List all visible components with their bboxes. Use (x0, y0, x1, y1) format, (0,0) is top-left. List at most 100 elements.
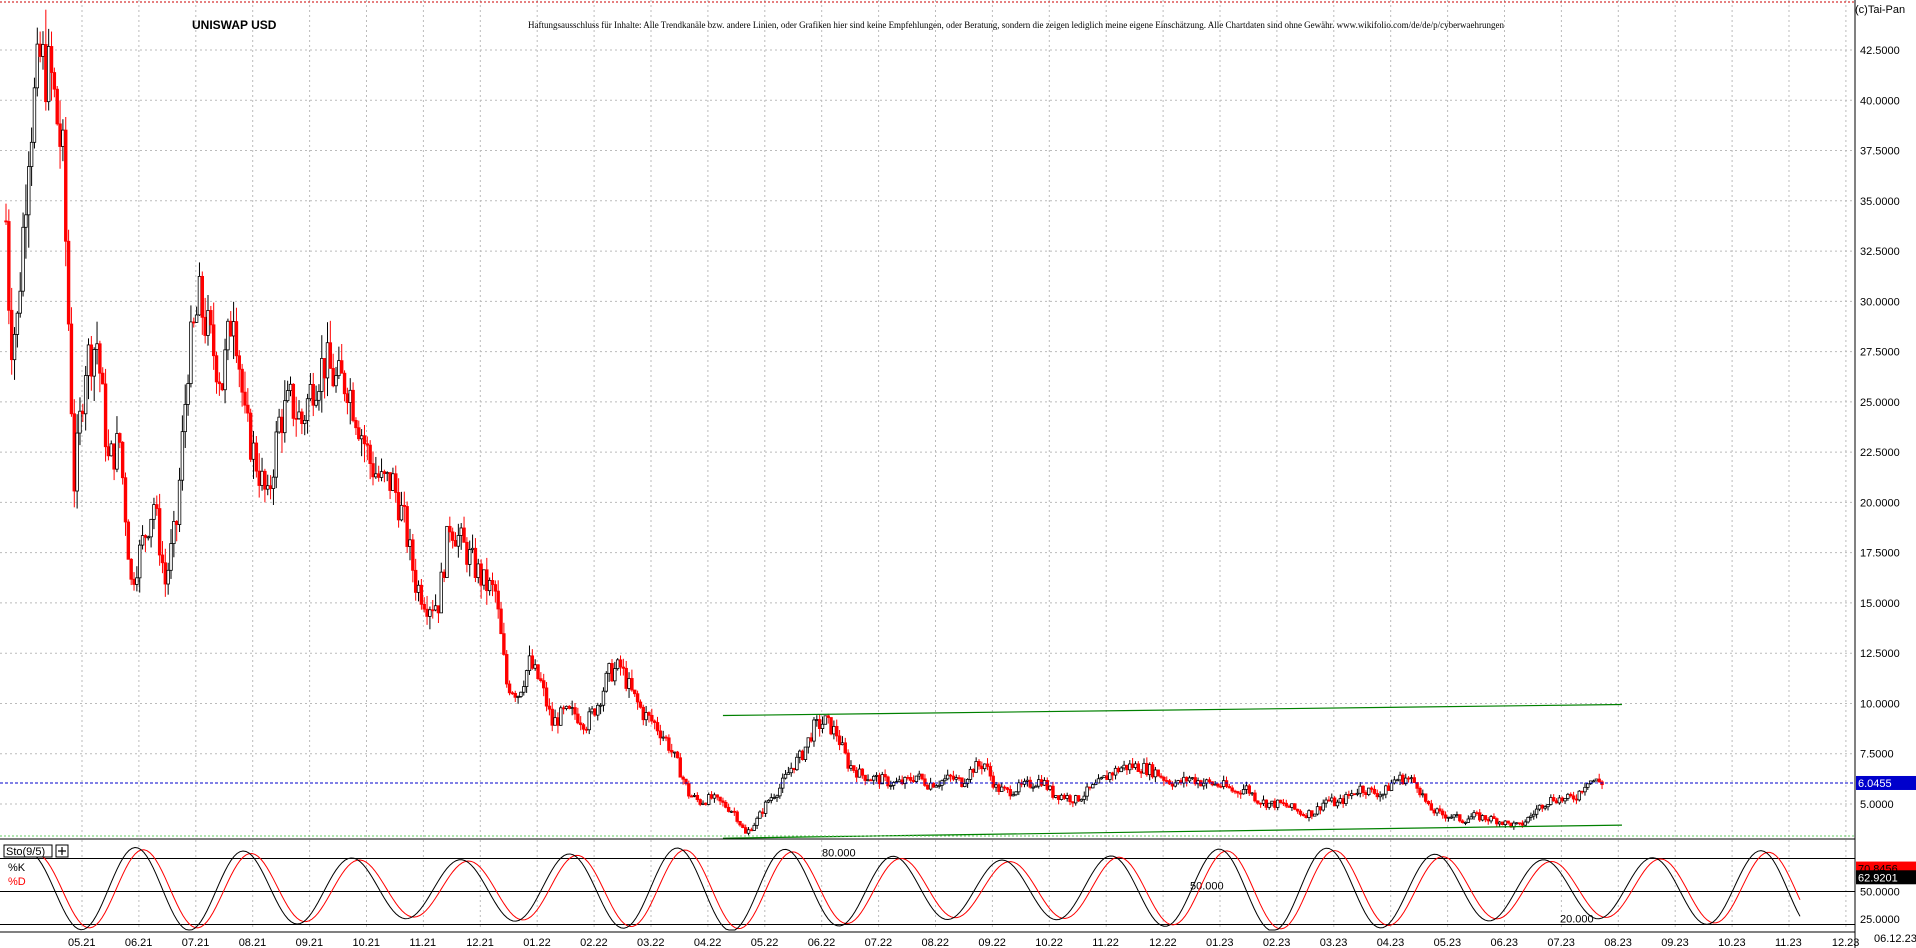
candle (872, 774, 876, 785)
candle (1156, 769, 1160, 777)
candle (963, 778, 967, 788)
candle (1093, 779, 1098, 786)
candle (1591, 779, 1596, 783)
candle (1241, 784, 1246, 795)
candle (322, 358, 327, 399)
candle (1586, 783, 1590, 790)
candle (1301, 812, 1306, 817)
candle (183, 384, 187, 448)
candle (308, 373, 313, 401)
candle (749, 827, 754, 832)
candle (635, 690, 640, 710)
candle (707, 792, 711, 806)
candle (280, 408, 284, 453)
x-tick-label: 10.21 (353, 937, 381, 948)
candle (402, 491, 406, 523)
candle (206, 295, 210, 346)
candle (246, 388, 250, 422)
candle (789, 762, 793, 777)
candle (843, 737, 847, 755)
disclaimer-text: Haftungsausschluss für Inhalte: Alle Tre… (528, 20, 1505, 30)
candle (786, 766, 791, 775)
candle (1253, 789, 1257, 803)
candle (880, 771, 884, 785)
candle (1145, 757, 1149, 777)
candle (1167, 778, 1172, 786)
copyright-label: (c)Tai-Pan (1855, 4, 1905, 16)
y-tick-label: 42.5000 (1860, 45, 1900, 57)
candle (1116, 766, 1121, 774)
candle (1475, 810, 1479, 816)
candle (1554, 798, 1559, 804)
candle (271, 469, 276, 505)
candle (58, 100, 62, 169)
candle (613, 661, 617, 686)
x-tick-label: 02.22 (580, 937, 608, 948)
candle (1352, 793, 1357, 796)
y-tick-label: 37.5000 (1860, 146, 1900, 158)
candle (1435, 807, 1439, 817)
candle (1341, 795, 1345, 808)
candle (268, 475, 273, 500)
candle (590, 705, 594, 715)
candle (792, 767, 796, 774)
candle (465, 537, 469, 573)
candle (7, 209, 11, 325)
candle (15, 311, 20, 348)
candle (334, 366, 338, 393)
candle (450, 527, 455, 549)
candle (160, 541, 165, 574)
x-tick-label: 09.22 (978, 937, 1006, 948)
candle (1463, 821, 1468, 826)
candle (732, 807, 737, 816)
candle (533, 659, 537, 671)
candle (365, 436, 370, 461)
candle (1091, 783, 1095, 789)
candle (1415, 782, 1419, 793)
candle (1392, 776, 1397, 785)
candle (1031, 783, 1035, 792)
candle (103, 368, 108, 462)
candle (1230, 785, 1234, 793)
candle (1549, 794, 1553, 806)
y-tick-label: 27.5000 (1860, 347, 1900, 359)
x-tick-label: 07.23 (1547, 937, 1575, 948)
candle (761, 808, 765, 818)
candle (44, 9, 48, 111)
candle (1358, 782, 1362, 798)
candle (413, 558, 418, 601)
last-date-label: 06.12.23 (1874, 933, 1916, 945)
candle (726, 803, 731, 813)
candle (1037, 774, 1041, 789)
candle (505, 650, 509, 688)
candle (456, 523, 461, 558)
candle (522, 680, 526, 696)
candle (661, 730, 665, 742)
candle (487, 577, 492, 596)
candle (604, 671, 608, 693)
candle (291, 383, 296, 427)
candle (934, 784, 939, 788)
candle (1455, 811, 1459, 818)
candle (1034, 784, 1038, 788)
candle (143, 534, 148, 553)
candle (570, 700, 574, 716)
candle (209, 305, 213, 334)
candle (86, 338, 91, 400)
candle (738, 820, 742, 827)
candle (1076, 795, 1081, 802)
candle (1566, 792, 1570, 801)
candle (285, 380, 290, 403)
candle (78, 397, 82, 446)
candle (1096, 774, 1101, 784)
candle (354, 417, 358, 436)
x-tick-label: 03.22 (637, 937, 665, 948)
candle (1056, 795, 1061, 805)
candle (21, 212, 25, 297)
candle (320, 335, 324, 413)
candle (101, 367, 105, 385)
candle (783, 769, 788, 780)
candle (803, 746, 808, 762)
candle (385, 471, 389, 482)
